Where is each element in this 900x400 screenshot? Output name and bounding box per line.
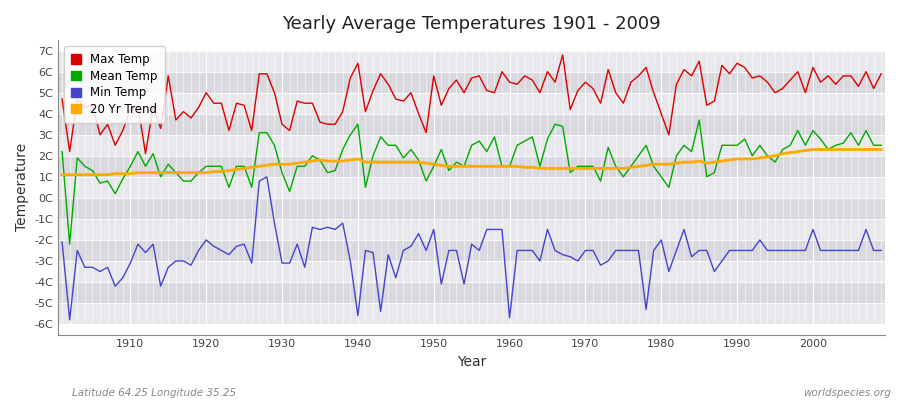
- Bar: [58, 72, 885, 93]
- Bar: [58, 156, 885, 177]
- Bar: [58, 51, 885, 72]
- Bar: [58, 114, 885, 135]
- Bar: [58, 303, 885, 324]
- Bar: [58, 219, 885, 240]
- Bar: [58, 177, 885, 198]
- Bar: [58, 135, 885, 156]
- Bar: [58, 198, 885, 219]
- Bar: [58, 282, 885, 303]
- Title: Yearly Average Temperatures 1901 - 2009: Yearly Average Temperatures 1901 - 2009: [283, 15, 661, 33]
- Text: Latitude 64.25 Longitude 35.25: Latitude 64.25 Longitude 35.25: [72, 388, 236, 398]
- Y-axis label: Temperature: Temperature: [15, 143, 29, 232]
- X-axis label: Year: Year: [457, 355, 486, 369]
- Text: worldspecies.org: worldspecies.org: [803, 388, 891, 398]
- Bar: [58, 261, 885, 282]
- Bar: [58, 240, 885, 261]
- Legend: Max Temp, Mean Temp, Min Temp, 20 Yr Trend: Max Temp, Mean Temp, Min Temp, 20 Yr Tre…: [64, 46, 165, 123]
- Bar: [58, 93, 885, 114]
